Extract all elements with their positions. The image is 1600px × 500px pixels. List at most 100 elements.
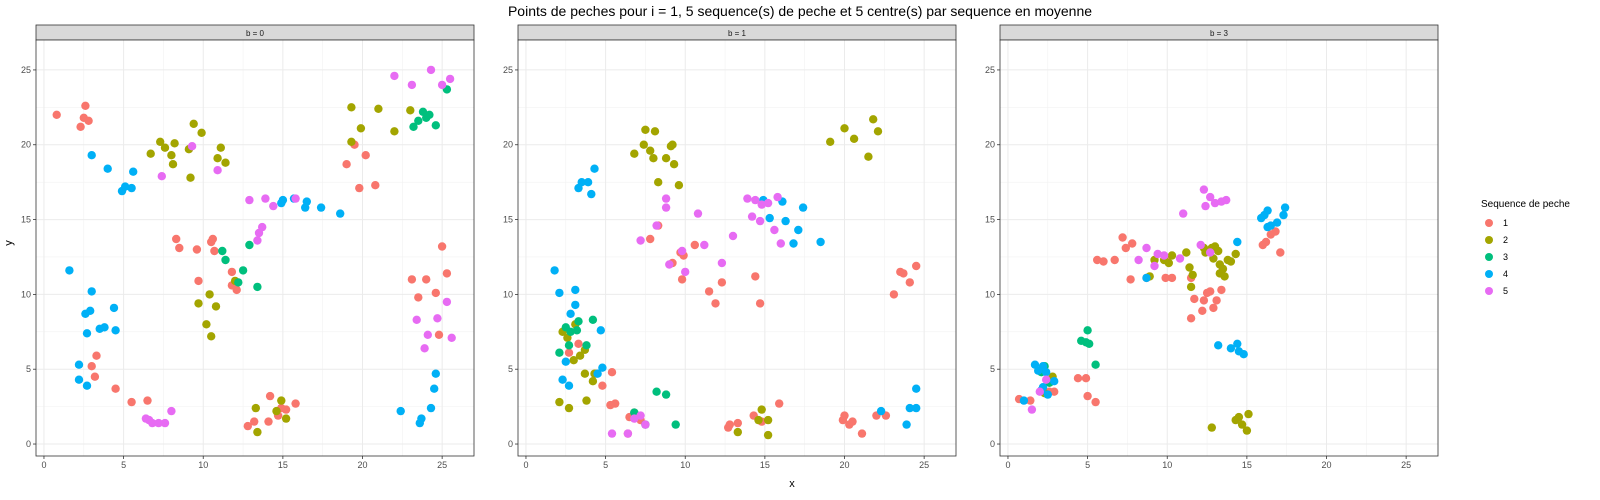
data-point-series-5 — [757, 200, 766, 209]
data-point-series-4 — [1239, 350, 1248, 359]
data-point-series-5 — [665, 260, 674, 269]
data-point-series-4 — [781, 216, 790, 226]
data-point-series-4 — [129, 167, 138, 176]
data-point-series-1 — [1128, 239, 1137, 248]
data-point-series-1 — [1118, 233, 1127, 242]
data-point-series-5 — [442, 297, 452, 307]
data-point-series-2 — [580, 369, 590, 378]
data-point-series-1 — [1026, 396, 1035, 405]
data-point-series-2 — [869, 115, 878, 124]
data-point-series-2 — [840, 124, 849, 133]
data-point-series-1 — [1083, 391, 1092, 401]
data-point-series-2 — [864, 152, 873, 161]
y-tick-label: 20 — [985, 140, 995, 150]
data-point-series-1 — [690, 240, 699, 250]
data-point-series-1 — [1081, 374, 1091, 383]
data-point-series-5 — [1150, 261, 1159, 271]
x-tick-label: 25 — [437, 460, 447, 470]
data-point-series-1 — [1209, 303, 1218, 313]
data-point-series-5 — [1042, 375, 1051, 384]
data-point-series-5 — [187, 142, 197, 151]
data-point-series-4 — [571, 300, 580, 310]
data-point-series-2 — [564, 403, 574, 413]
legend-key-5 — [1485, 287, 1493, 295]
data-point-series-4 — [587, 189, 596, 199]
data-point-series-5 — [433, 314, 442, 323]
data-point-series-4 — [82, 381, 92, 390]
data-point-series-2 — [763, 415, 773, 425]
data-point-series-5 — [1206, 192, 1215, 202]
data-point-series-5 — [1134, 255, 1143, 265]
data-point-series-2 — [205, 290, 214, 299]
data-point-series-3 — [425, 110, 434, 120]
data-point-series-2 — [669, 160, 679, 169]
data-point-series-5 — [1222, 195, 1231, 205]
data-point-series-4 — [765, 213, 774, 223]
data-point-series-5 — [412, 315, 421, 324]
data-point-series-1 — [646, 234, 655, 244]
data-point-series-3 — [218, 246, 227, 256]
data-point-series-1 — [442, 269, 452, 278]
data-point-series-2 — [207, 332, 216, 341]
data-point-series-2 — [668, 140, 677, 149]
data-point-series-2 — [277, 396, 286, 405]
data-point-series-1 — [143, 396, 152, 405]
data-point-series-2 — [641, 125, 650, 134]
y-tick-label: 15 — [503, 215, 513, 225]
data-point-series-5 — [1142, 243, 1151, 253]
data-point-series-2 — [356, 124, 366, 133]
data-point-series-2 — [1234, 412, 1244, 422]
data-point-series-5 — [623, 429, 633, 438]
data-point-series-2 — [733, 427, 742, 437]
data-point-series-1 — [564, 348, 574, 357]
y-tick-label: 20 — [503, 140, 513, 150]
data-point-series-2 — [639, 140, 648, 149]
data-point-series-1 — [840, 411, 849, 420]
legend-key-4 — [1485, 270, 1493, 278]
x-tick-label: 10 — [198, 460, 208, 470]
panel-border — [517, 39, 957, 457]
data-point-series-2 — [849, 134, 859, 143]
y-tick-label: 20 — [21, 140, 31, 150]
data-point-series-1 — [905, 278, 914, 287]
data-point-series-4 — [550, 266, 559, 275]
data-point-series-5 — [1035, 387, 1045, 396]
data-point-series-1 — [227, 267, 237, 277]
data-point-series-1 — [81, 101, 90, 111]
data-point-series-5 — [423, 330, 432, 339]
data-point-series-1 — [717, 278, 727, 287]
data-point-series-1 — [355, 183, 364, 193]
data-point-series-2 — [253, 427, 262, 437]
data-point-series-1 — [574, 339, 583, 348]
data-point-series-1 — [243, 421, 252, 431]
x-tick-label: 5 — [1085, 460, 1090, 470]
data-point-series-4 — [1043, 390, 1053, 399]
data-point-series-2 — [1237, 420, 1247, 429]
data-point-series-3 — [671, 420, 680, 429]
data-point-series-1 — [291, 399, 300, 408]
data-point-series-1 — [371, 181, 380, 190]
legend-label-3: 3 — [1503, 252, 1508, 262]
data-point-series-5 — [728, 231, 738, 241]
data-point-series-1 — [1099, 257, 1108, 266]
data-point-series-5 — [445, 74, 455, 84]
data-point-series-1 — [1276, 248, 1285, 257]
data-point-series-2 — [170, 139, 179, 148]
data-point-series-3 — [1091, 360, 1100, 369]
data-point-series-4 — [127, 183, 136, 193]
data-point-series-2 — [1207, 423, 1217, 432]
data-point-series-4 — [316, 203, 326, 212]
facet-strip-label: b = 1 — [728, 29, 747, 38]
data-point-series-2 — [654, 178, 663, 187]
x-tick-label: 5 — [603, 460, 608, 470]
data-point-series-1 — [1271, 227, 1280, 236]
x-axis-title: x — [789, 478, 795, 490]
y-tick-label: 0 — [990, 439, 995, 449]
data-point-series-4 — [336, 209, 345, 218]
data-point-series-4 — [65, 266, 74, 275]
data-point-series-1 — [889, 290, 899, 299]
data-point-series-1 — [431, 288, 440, 298]
data-point-series-4 — [1226, 344, 1236, 353]
data-point-series-3 — [574, 317, 583, 326]
data-point-series-5 — [630, 414, 639, 423]
